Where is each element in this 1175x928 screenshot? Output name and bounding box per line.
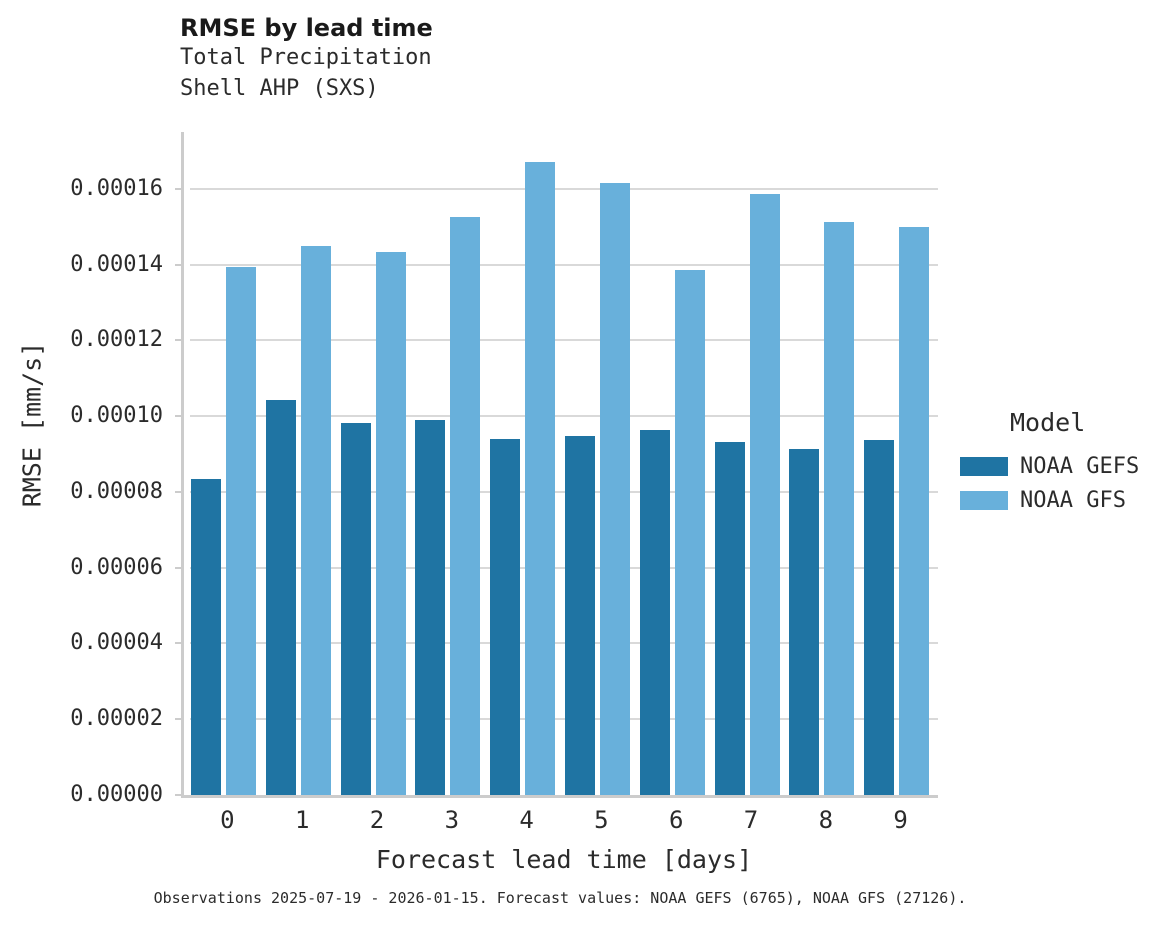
legend-items: NOAA GEFS NOAA GFS — [960, 449, 1170, 517]
chart-subtitle-variable: Total Precipitation — [180, 45, 432, 70]
chart-header: RMSE by lead time Total Precipitation Sh… — [180, 14, 433, 104]
bar-noaa-gfs-day-6[interactable] — [674, 269, 705, 795]
y-tick-label: 0.00010 — [70, 403, 163, 429]
y-tick-label: 0.00002 — [70, 706, 163, 732]
y-tick-mark — [175, 187, 182, 190]
gridline — [190, 642, 938, 645]
bar-group — [863, 132, 938, 795]
x-axis-spine — [181, 795, 938, 798]
y-tick-mark — [175, 642, 182, 645]
y-tick-mark — [175, 263, 182, 266]
y-tick-label: 0.00004 — [70, 630, 163, 656]
legend-swatch-icon — [960, 490, 1008, 510]
chart-caption: Observations 2025-07-19 - 2026-01-15. Fo… — [153, 889, 967, 907]
legend-swatch-icon — [960, 456, 1008, 476]
y-tick-label: 0.00000 — [70, 782, 163, 807]
legend-item-noaa-gefs[interactable]: NOAA GEFS — [960, 449, 1170, 483]
bar-noaa-gfs-day-5[interactable] — [600, 182, 630, 795]
y-tick-label: 0.00014 — [70, 251, 163, 277]
gridline — [190, 263, 938, 266]
bar-noaa-gefs-day-8[interactable] — [789, 449, 820, 795]
y-axis-title: RMSE [mm/s] — [17, 341, 47, 508]
bar-noaa-gefs-day-6[interactable] — [639, 429, 670, 795]
legend-item-noaa-gfs[interactable]: NOAA GFS — [960, 483, 1170, 517]
y-tick-label: 0.00006 — [70, 554, 163, 580]
x-tick-label: 2 — [369, 806, 385, 834]
bar-noaa-gfs-day-1[interactable] — [300, 246, 331, 795]
y-tick-mark — [175, 718, 182, 721]
y-tick-mark — [175, 490, 182, 493]
bar-group — [414, 132, 489, 795]
chart-subtitle-site: Shell AHP (SXS) — [180, 76, 379, 101]
bar-group — [265, 132, 340, 795]
legend: Model NOAA GEFS NOAA GFS — [960, 408, 1170, 517]
bar-noaa-gefs-day-2[interactable] — [340, 422, 371, 795]
x-tick-label: 1 — [294, 806, 310, 834]
bar-group — [190, 132, 265, 795]
legend-item-label: NOAA GFS — [1020, 487, 1126, 513]
y-tick-label: 0.00012 — [70, 327, 163, 353]
y-tick-label: 0.00008 — [70, 478, 163, 504]
y-tick-mark — [175, 415, 182, 418]
y-tick-label: 0.00016 — [70, 175, 163, 201]
bar-noaa-gfs-day-3[interactable] — [450, 217, 481, 795]
bar-noaa-gfs-day-7[interactable] — [749, 194, 780, 795]
x-tick-label: 8 — [818, 806, 834, 834]
x-tick-label: 9 — [893, 806, 908, 834]
bar-group — [639, 132, 714, 795]
bar-noaa-gfs-day-4[interactable] — [525, 161, 556, 795]
bar-group — [564, 132, 639, 795]
bar-noaa-gfs-day-0[interactable] — [226, 266, 256, 795]
bar-group — [340, 132, 415, 795]
gridline — [190, 566, 938, 569]
legend-item-label: NOAA GEFS — [1020, 453, 1140, 479]
x-axis-tick-labels: 0 1 2 3 4 5 6 7 8 9 — [190, 806, 938, 838]
bar-noaa-gefs-day-5[interactable] — [565, 435, 595, 795]
x-tick-label: 3 — [444, 806, 460, 834]
x-tick-label: 4 — [519, 806, 534, 834]
y-axis-tick-labels: 0.00000 0.00002 0.00004 0.00006 0.00008 0.000… — [0, 132, 163, 805]
gridline — [190, 490, 938, 493]
plot-area — [175, 132, 938, 798]
gridline — [190, 339, 938, 342]
y-axis-spine — [181, 132, 184, 795]
legend-title: Model — [1010, 408, 1086, 437]
bar-noaa-gefs-day-3[interactable] — [415, 419, 446, 795]
gridline — [190, 415, 938, 418]
bars-layer — [190, 132, 938, 795]
y-tick-mark — [175, 794, 182, 796]
bar-noaa-gefs-day-7[interactable] — [714, 441, 745, 795]
bar-noaa-gefs-day-1[interactable] — [265, 399, 296, 795]
bar-noaa-gfs-day-9[interactable] — [899, 227, 930, 795]
bar-group — [714, 132, 789, 795]
bar-noaa-gefs-day-4[interactable] — [490, 438, 521, 795]
x-tick-label: 0 — [220, 806, 235, 834]
x-tick-label: 5 — [594, 806, 609, 834]
bar-group — [489, 132, 564, 795]
page-title: RMSE by lead time — [180, 14, 433, 42]
x-tick-label: 7 — [743, 806, 759, 834]
x-tick-label: 6 — [668, 806, 684, 834]
y-tick-mark — [175, 339, 182, 342]
gridline — [190, 718, 938, 721]
bar-noaa-gefs-day-0[interactable] — [191, 479, 221, 795]
y-tick-mark — [175, 566, 182, 569]
bar-noaa-gefs-day-9[interactable] — [864, 440, 895, 795]
bar-noaa-gfs-day-8[interactable] — [824, 221, 855, 795]
gridline — [190, 187, 938, 190]
bar-group — [788, 132, 863, 795]
bar-noaa-gfs-day-2[interactable] — [375, 252, 406, 795]
x-axis-title: Forecast lead time [days] — [375, 845, 753, 874]
